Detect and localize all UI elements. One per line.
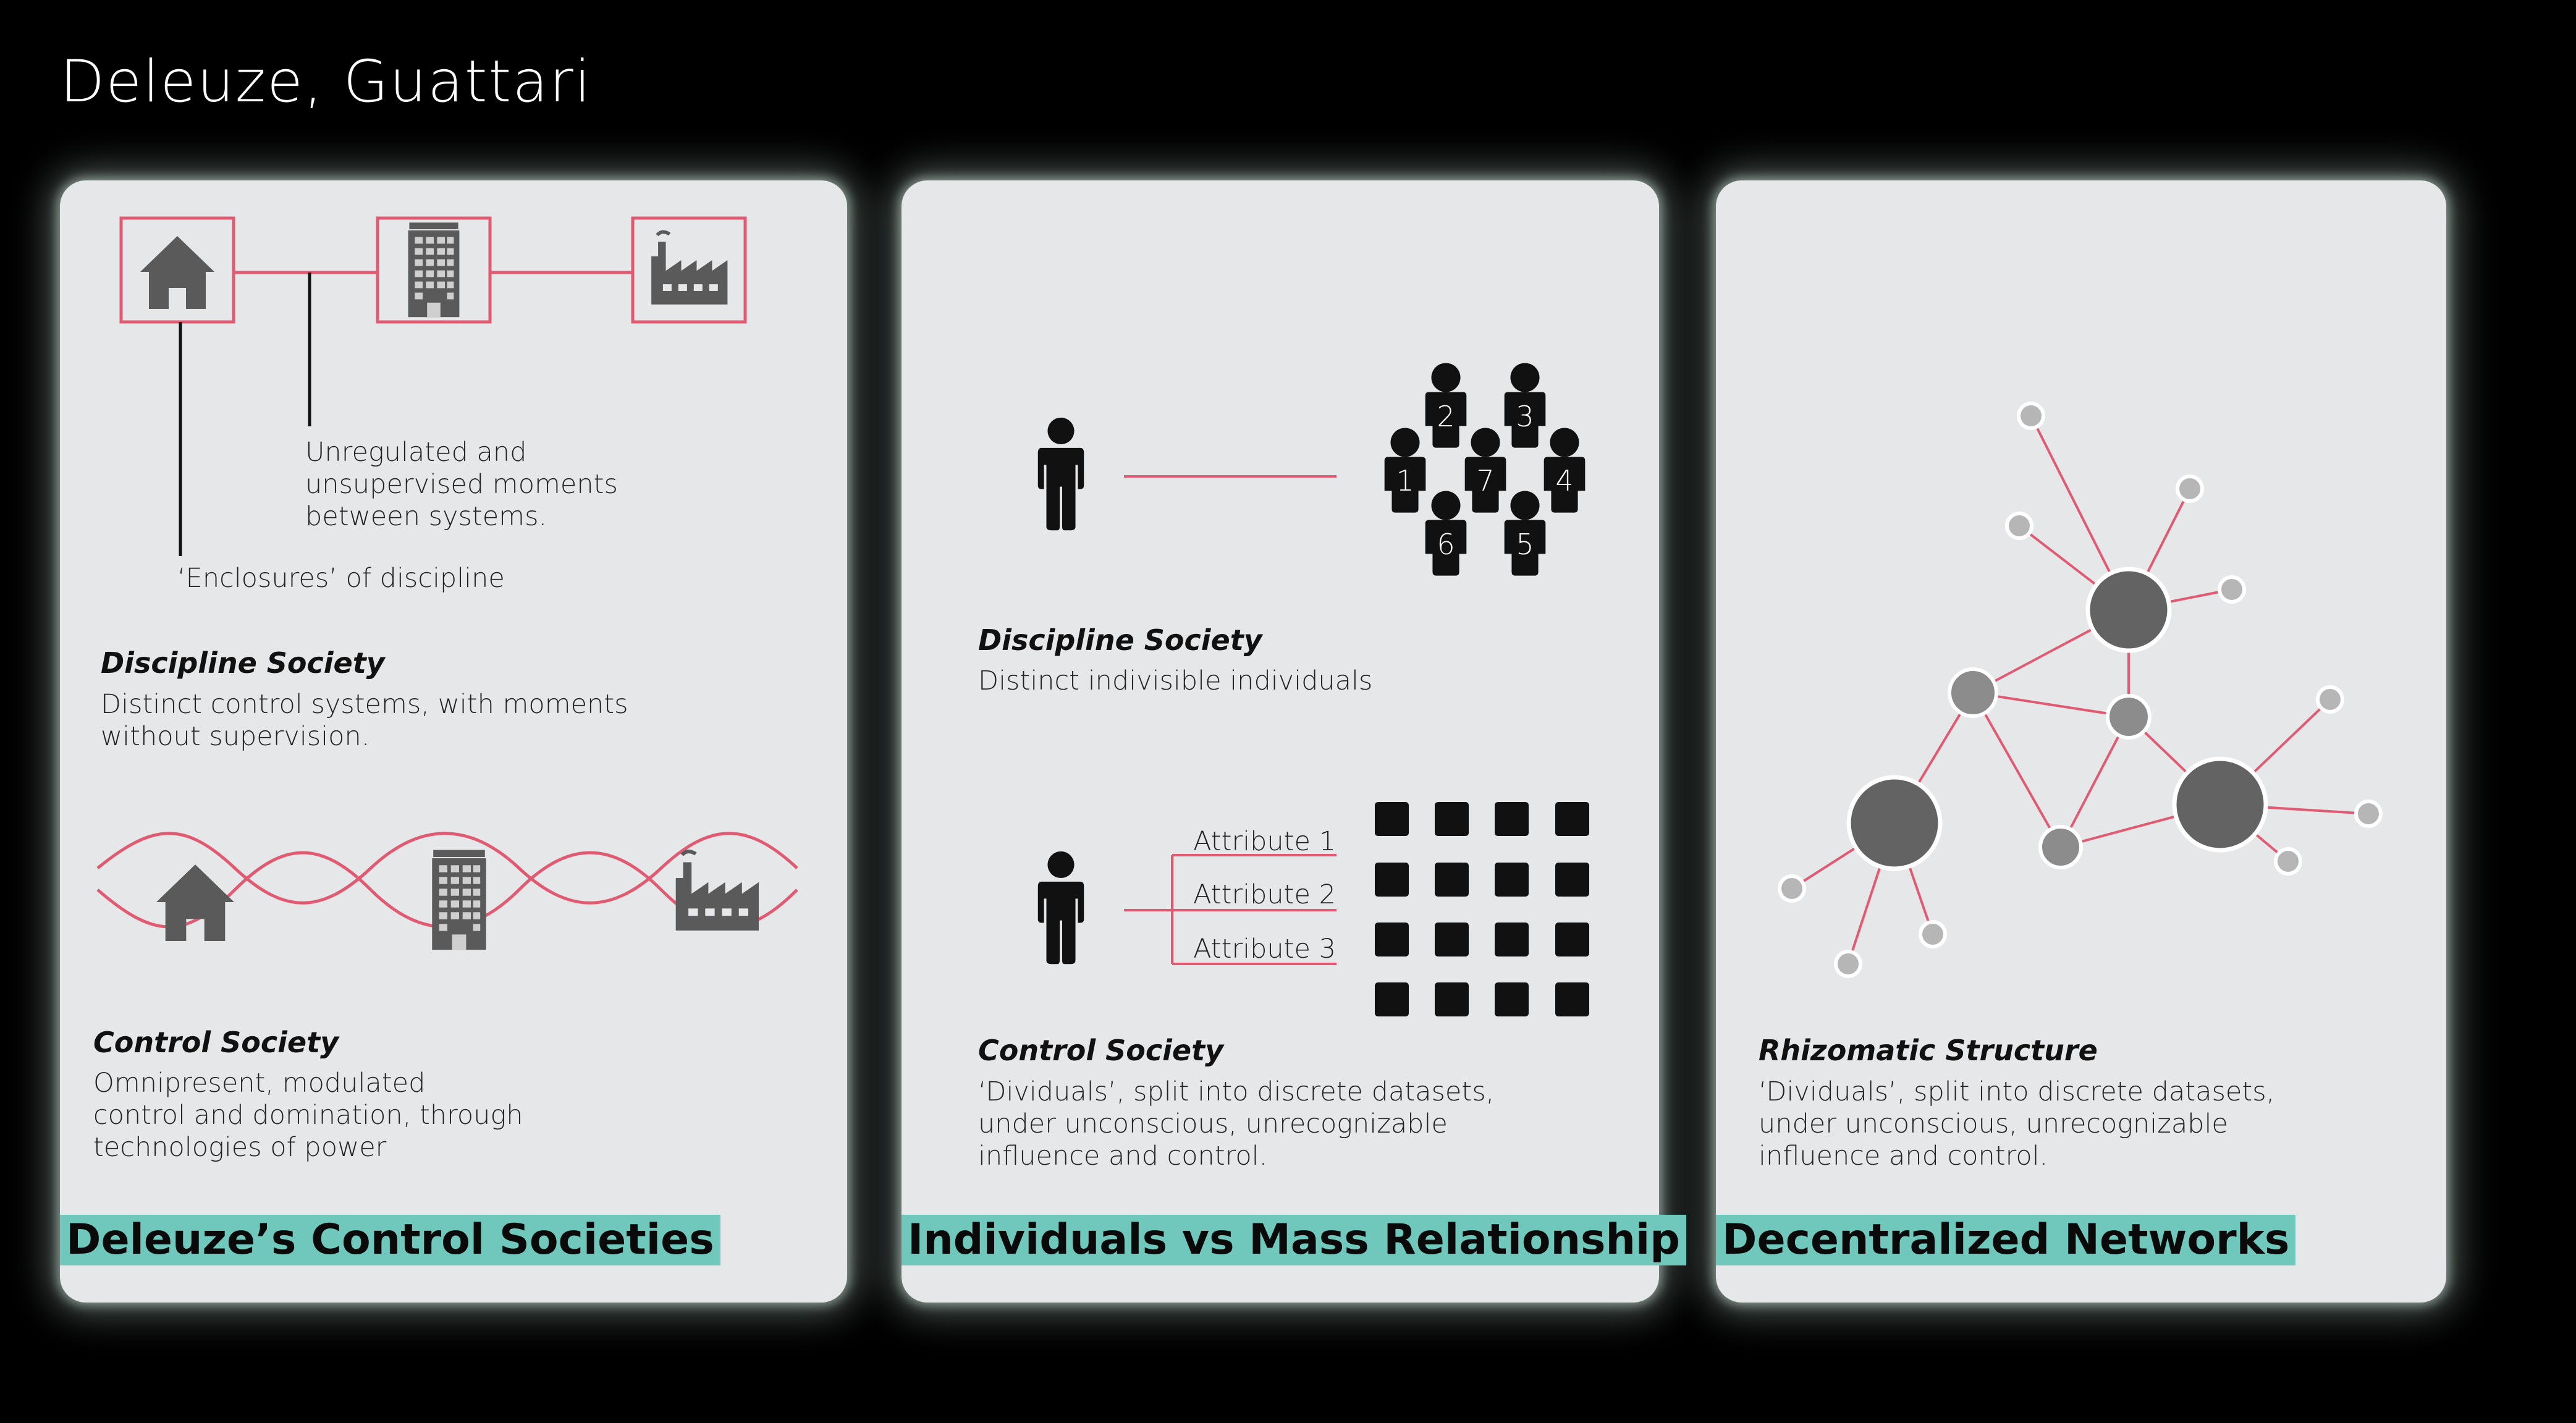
data-square bbox=[1435, 982, 1469, 1016]
house-icon bbox=[156, 864, 234, 941]
person-icon bbox=[1037, 851, 1084, 965]
discipline-systems-diagram bbox=[119, 216, 747, 556]
discipline-society-heading: Discipline Society bbox=[101, 646, 385, 680]
network-edge bbox=[1972, 692, 2062, 848]
network-leaf-node bbox=[2316, 685, 2344, 714]
network-leaf-node bbox=[2274, 847, 2302, 876]
network-hub-node bbox=[1846, 775, 1943, 871]
discipline-society-heading: Discipline Society bbox=[978, 623, 1262, 657]
crowd-number-label: 5 bbox=[1516, 528, 1534, 561]
network-leaf-node bbox=[2017, 402, 2045, 430]
crowd-number-label: 4 bbox=[1555, 464, 1574, 497]
network-leaf-node bbox=[1919, 920, 1947, 948]
individual-vs-crowd-diagram bbox=[1037, 363, 1586, 576]
network-leaf-node bbox=[2005, 512, 2033, 540]
discipline-society-text: Distinct control systems, with moments w… bbox=[101, 689, 628, 752]
crowd-number-label: 2 bbox=[1437, 400, 1455, 433]
network-edge bbox=[1972, 691, 2129, 718]
annotation-unsupervised-gaps: Unregulated and unsupervised moments bet… bbox=[305, 437, 618, 532]
data-square bbox=[1495, 863, 1529, 897]
data-square bbox=[1435, 923, 1469, 956]
enclosure-box-house bbox=[119, 216, 235, 324]
network-node bbox=[2106, 694, 2152, 740]
enclosure-box-office bbox=[376, 216, 492, 324]
dividual-attributes-diagram bbox=[1037, 802, 1589, 1016]
banner-individuals-vs-mass: Individuals vs Mass Relationship bbox=[902, 1215, 1686, 1265]
crowd-number-label: 3 bbox=[1516, 400, 1534, 433]
banner-decentralized-networks: Decentralized Networks bbox=[1716, 1215, 2296, 1265]
rhizomatic-structure-heading: Rhizomatic Structure bbox=[1759, 1034, 2098, 1067]
rhizomatic-structure-text: ‘Dividuals’, split into discrete dataset… bbox=[1759, 1076, 2275, 1172]
rhizome-network-diagram bbox=[1778, 402, 2383, 978]
data-square bbox=[1375, 802, 1409, 836]
control-society-heading: Control Society bbox=[93, 1026, 339, 1059]
crowd-number-label: 1 bbox=[1396, 464, 1414, 497]
card-decentralized-networks bbox=[1716, 180, 2446, 1303]
person-icon bbox=[1037, 417, 1084, 531]
discipline-society-text: Distinct indivisible individuals bbox=[978, 665, 1373, 696]
network-leaf-node bbox=[2354, 800, 2383, 828]
data-square bbox=[1375, 863, 1409, 897]
annotation-enclosures: ‘Enclosures’ of discipline bbox=[177, 563, 505, 594]
banner-control-societies: Deleuze’s Control Societies bbox=[60, 1215, 720, 1265]
network-hub-node bbox=[2085, 567, 2172, 653]
crowd-number-label: 7 bbox=[1476, 464, 1495, 497]
control-modulation-diagram bbox=[96, 832, 798, 950]
house-icon bbox=[140, 236, 214, 309]
page-title: Deleuze, Guattari bbox=[60, 48, 592, 116]
network-node bbox=[2038, 825, 2083, 869]
data-square bbox=[1495, 802, 1529, 836]
network-hub-node bbox=[2172, 756, 2268, 853]
crowd-number-label: 6 bbox=[1437, 528, 1455, 561]
data-square bbox=[1555, 923, 1589, 956]
network-leaf-node bbox=[1834, 950, 1862, 978]
data-square bbox=[1435, 863, 1469, 897]
factory-icon bbox=[676, 851, 759, 931]
network-edge bbox=[2059, 716, 2130, 848]
office-building-icon bbox=[408, 222, 460, 318]
enclosure-box-factory bbox=[631, 216, 747, 324]
control-society-heading: Control Society bbox=[978, 1034, 1224, 1067]
card-control-societies bbox=[60, 180, 847, 1303]
data-square bbox=[1375, 982, 1409, 1016]
control-society-text: ‘Dividuals’, split into discrete dataset… bbox=[978, 1076, 1495, 1172]
data-square bbox=[1375, 923, 1409, 956]
network-leaf-node bbox=[2176, 475, 2204, 503]
attribute-label: Attribute 2 bbox=[1193, 879, 1336, 910]
network-leaf-node bbox=[1778, 874, 1806, 903]
attribute-label: Attribute 3 bbox=[1193, 934, 1336, 965]
network-leaf-node bbox=[2218, 575, 2246, 604]
data-square bbox=[1495, 923, 1529, 956]
control-society-text: Omnipresent, modulated control and domin… bbox=[93, 1068, 523, 1163]
attribute-label: Attribute 1 bbox=[1193, 826, 1336, 857]
office-building-icon bbox=[432, 850, 486, 950]
data-square bbox=[1555, 802, 1589, 836]
data-square bbox=[1555, 982, 1589, 1016]
data-square bbox=[1435, 802, 1469, 836]
data-square bbox=[1495, 982, 1529, 1016]
factory-icon bbox=[651, 232, 727, 304]
network-node bbox=[1948, 667, 1998, 718]
data-squares-grid bbox=[1375, 802, 1589, 1016]
data-square bbox=[1555, 863, 1589, 897]
